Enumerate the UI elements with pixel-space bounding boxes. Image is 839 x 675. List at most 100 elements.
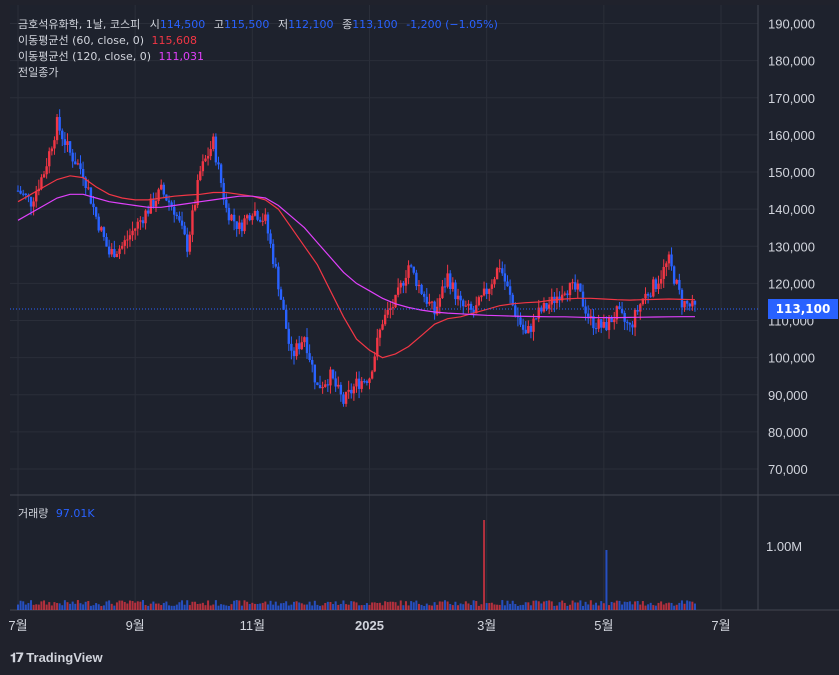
candle-body[interactable] [61, 130, 64, 140]
candle-body[interactable] [204, 158, 207, 162]
candle-body[interactable] [618, 306, 621, 309]
candle-body[interactable] [636, 310, 639, 312]
candle-body[interactable] [58, 117, 61, 131]
candle-body[interactable] [196, 180, 199, 206]
candle-body[interactable] [415, 272, 418, 287]
candle-body[interactable] [363, 381, 366, 383]
candle-body[interactable] [157, 189, 160, 201]
candle-body[interactable] [633, 310, 637, 328]
candle-body[interactable] [79, 163, 82, 169]
candle-body[interactable] [441, 286, 444, 299]
candle-body[interactable] [667, 254, 671, 264]
candle-body[interactable] [584, 306, 587, 314]
candle-body[interactable] [68, 141, 72, 153]
candle-body[interactable] [284, 309, 288, 329]
candle-body[interactable] [376, 337, 379, 357]
candle-body[interactable] [613, 319, 616, 323]
candle-body[interactable] [462, 300, 465, 307]
candle-body[interactable] [136, 221, 139, 229]
candle-body[interactable] [282, 299, 285, 310]
candle-body[interactable] [495, 268, 499, 280]
candle-body[interactable] [214, 136, 218, 163]
candle-body[interactable] [94, 207, 98, 217]
candle-body[interactable] [264, 214, 267, 221]
candle-body[interactable] [24, 193, 28, 195]
candle-body[interactable] [305, 337, 309, 354]
candle-body[interactable] [378, 329, 382, 338]
candle-body[interactable] [303, 337, 306, 343]
candle-body[interactable] [50, 148, 54, 152]
candle-body[interactable] [329, 369, 332, 386]
candle-body[interactable] [126, 239, 129, 241]
candle-body[interactable] [71, 152, 74, 162]
candle-body[interactable] [212, 136, 215, 150]
candle-body[interactable] [631, 324, 634, 328]
candle-body[interactable] [352, 386, 356, 394]
candle-body[interactable] [115, 253, 119, 258]
candle-body[interactable] [89, 187, 93, 204]
candle-body[interactable] [266, 214, 270, 234]
candle-body[interactable] [420, 284, 423, 294]
candle-body[interactable] [339, 384, 343, 395]
candle-body[interactable] [245, 215, 249, 219]
candle-body[interactable] [128, 235, 132, 240]
candle-body[interactable] [123, 240, 126, 246]
candle-body[interactable] [199, 171, 202, 181]
candle-body[interactable] [162, 184, 166, 195]
candle-body[interactable] [209, 149, 212, 157]
ma120-line[interactable] [17, 193, 695, 319]
candle-body[interactable] [331, 369, 335, 379]
candle-body[interactable] [74, 161, 77, 165]
candle-body[interactable] [571, 282, 574, 284]
candle-body[interactable] [261, 220, 264, 222]
candle-body[interactable] [300, 342, 304, 350]
candle-body[interactable] [472, 309, 475, 314]
candle-body[interactable] [32, 201, 35, 207]
candle-body[interactable] [563, 293, 566, 295]
candle-body[interactable] [404, 277, 408, 286]
candle-body[interactable] [326, 384, 330, 386]
candle-body[interactable] [620, 308, 624, 313]
candle-body[interactable] [425, 296, 428, 304]
candle-body[interactable] [87, 187, 90, 189]
candle-body[interactable] [29, 196, 33, 207]
candle-body[interactable] [178, 216, 181, 221]
candle-body[interactable] [271, 243, 275, 265]
candle-body[interactable] [316, 382, 319, 386]
candle-body[interactable] [222, 182, 225, 200]
candle-body[interactable] [475, 305, 478, 314]
candle-body[interactable] [659, 278, 663, 284]
candle-body[interactable] [464, 305, 468, 307]
candle-body[interactable] [175, 214, 179, 217]
candle-body[interactable] [529, 326, 533, 332]
candle-body[interactable] [368, 378, 371, 383]
candle-body[interactable] [100, 227, 103, 231]
candle-body[interactable] [600, 319, 603, 328]
candle-body[interactable] [433, 301, 436, 315]
candle-body[interactable] [503, 273, 507, 282]
candle-body[interactable] [417, 284, 421, 287]
candle-body[interactable] [290, 343, 293, 351]
candle-body[interactable] [167, 200, 171, 203]
candle-body[interactable] [459, 295, 462, 301]
candle-body[interactable] [84, 177, 87, 189]
candle-body[interactable] [311, 360, 314, 365]
candle-body[interactable] [657, 283, 660, 290]
candle-body[interactable] [206, 156, 210, 159]
candle-body[interactable] [514, 305, 517, 316]
candle-body[interactable] [287, 328, 290, 344]
candle-body[interactable] [399, 282, 402, 288]
candle-body[interactable] [641, 298, 645, 305]
candle-body[interactable] [646, 293, 650, 296]
candle-body[interactable] [685, 300, 689, 304]
candle-body[interactable] [160, 184, 163, 190]
candle-body[interactable] [308, 353, 311, 361]
candle-body[interactable] [48, 151, 51, 167]
candle-body[interactable] [456, 295, 460, 300]
candle-body[interactable] [407, 265, 410, 278]
candle-body[interactable] [662, 266, 665, 279]
candle-body[interactable] [152, 198, 155, 207]
candle-body[interactable] [133, 228, 137, 231]
candle-body[interactable] [615, 306, 619, 320]
ma60-line[interactable] [17, 175, 696, 359]
